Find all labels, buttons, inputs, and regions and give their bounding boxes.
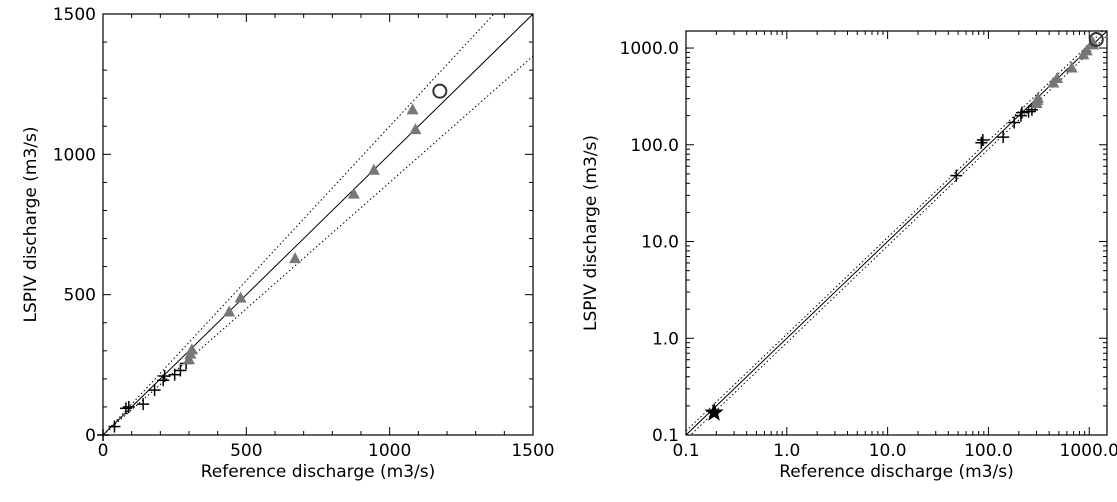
linear-triangle-marker <box>223 305 236 317</box>
log-plus-marker <box>1014 109 1027 122</box>
log-y-axis-label: LSPIV discharge (m3/s) <box>581 135 601 331</box>
linear-triangle-marker <box>234 291 247 303</box>
linear-y-tick-label: 500 <box>64 286 96 306</box>
log-tolerance-band-line <box>689 35 1107 435</box>
linear-triangle-marker <box>289 252 302 264</box>
linear-tolerance-band-line <box>103 14 495 435</box>
linear-plus-marker <box>148 384 161 397</box>
linear-plus-marker <box>108 420 121 433</box>
linear-plot-ticks: 0 500 1000 1500 0 500 1000 1500 <box>53 5 555 461</box>
log-plot-ticks: 0.1 1.0 10.0 100.0 1000.0 0.1 1.0 10.0 100.0 1000… <box>620 31 1117 461</box>
linear-plot-marks <box>103 14 533 435</box>
log-x-tick-label: 0.1 <box>672 441 699 461</box>
linear-y-tick-label: 0 <box>85 426 96 446</box>
linear-x-tick-label: 1000 <box>368 441 411 461</box>
linear-plus-marker <box>122 400 135 413</box>
log-y-tick-label: 1000.0 <box>620 39 679 59</box>
linear-x-tick-label: 500 <box>230 441 262 461</box>
linear-circle-marker <box>432 83 448 99</box>
linear-plus-marker <box>119 402 132 415</box>
linear-x-axis-label: Reference discharge (m3/s) <box>201 462 436 482</box>
log-plus-marker <box>1008 116 1021 129</box>
linear-x-tick-label: 1500 <box>511 441 554 461</box>
log-x-tick-label: 1000.0 <box>1060 441 1117 461</box>
log-plus-marker <box>997 131 1010 144</box>
log-circle-marker <box>1088 32 1104 48</box>
log-plus-marker <box>975 136 988 149</box>
linear-triangle-marker <box>185 343 198 355</box>
log-triangle-marker <box>1080 44 1093 56</box>
linear-triangle-marker <box>347 187 360 199</box>
log-x-axis-label: Reference discharge (m3/s) <box>779 462 1014 482</box>
linear-scatter-plot: 0 500 1000 1500 0 500 1000 1500 Reference disch… <box>21 5 555 482</box>
log-x-tick-label: 10.0 <box>869 441 907 461</box>
linear-plus-marker <box>158 370 171 383</box>
linear-plus-marker <box>137 398 150 411</box>
linear-y-axis-label: LSPIV discharge (m3/s) <box>21 126 41 322</box>
log-scatter-plot: 0.1 1.0 10.0 100.0 1000.0 0.1 1.0 10.0 100.0 1000… <box>581 30 1117 482</box>
log-triangle-marker <box>1031 91 1044 103</box>
linear-triangle-marker <box>367 163 380 175</box>
linear-triangle-marker <box>409 123 422 135</box>
log-x-tick-label: 100.0 <box>964 441 1013 461</box>
log-y-tick-label: 1.0 <box>652 329 679 349</box>
linear-triangle-marker <box>406 103 419 115</box>
linear-y-tick-label: 1500 <box>53 5 96 25</box>
log-triangle-marker <box>1051 72 1064 84</box>
log-star-marker <box>704 402 724 421</box>
log-plus-marker <box>1015 106 1028 119</box>
linear-x-tick-label: 0 <box>98 441 109 461</box>
log-triangle-marker <box>1065 61 1078 73</box>
linear-triangle-marker <box>183 353 195 365</box>
linear-one-to-one-line <box>103 14 533 435</box>
linear-tolerance-band-line <box>103 55 533 435</box>
linear-plus-marker <box>174 364 187 377</box>
linear-plus-marker <box>97 429 109 441</box>
linear-plot-frame <box>102 13 534 436</box>
log-plot-marks <box>686 31 1107 435</box>
log-one-to-one-line <box>686 31 1107 435</box>
log-plot-frame <box>685 30 1108 436</box>
log-y-tick-label: 10.0 <box>641 233 679 253</box>
log-y-tick-label: 100.0 <box>630 136 679 156</box>
log-x-tick-label: 1.0 <box>773 441 800 461</box>
log-plus-marker <box>950 169 963 182</box>
log-tolerance-band-line <box>686 31 1104 432</box>
log-plus-marker <box>976 134 989 147</box>
linear-y-tick-label: 1000 <box>53 145 96 165</box>
log-y-tick-label: 0.1 <box>652 426 679 446</box>
